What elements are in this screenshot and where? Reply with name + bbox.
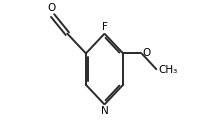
Text: F: F	[102, 22, 107, 32]
Text: CH₃: CH₃	[158, 65, 177, 75]
Text: O: O	[47, 3, 55, 13]
Text: O: O	[143, 48, 151, 58]
Text: N: N	[101, 106, 108, 116]
